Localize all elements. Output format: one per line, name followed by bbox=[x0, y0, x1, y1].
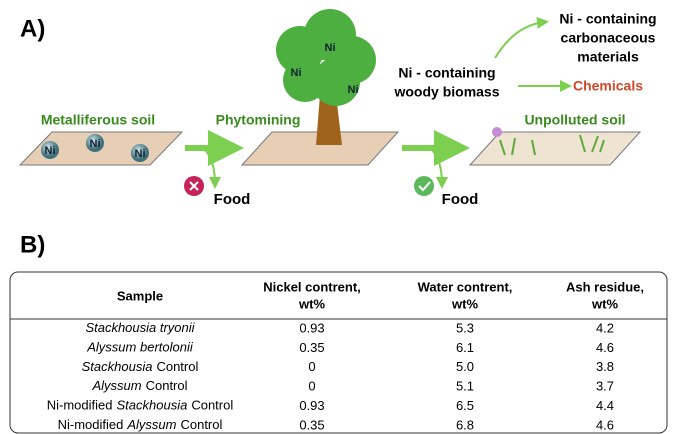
soil bbox=[470, 132, 640, 165]
crown bbox=[276, 9, 376, 106]
table-cell: Stackhousia tryonii bbox=[85, 320, 195, 335]
ni-label: Ni bbox=[291, 67, 302, 79]
sample-part: Control bbox=[180, 417, 222, 432]
table-cell: 0.93 bbox=[299, 398, 324, 413]
table-cell: 6.5 bbox=[456, 398, 474, 413]
sample-part: Control bbox=[146, 379, 188, 394]
table-header: wt% bbox=[298, 296, 325, 311]
biomass-label: Ni - containing bbox=[398, 65, 495, 81]
table-header: Nickel contrent, bbox=[263, 279, 361, 294]
table-cell: 6.8 bbox=[456, 417, 474, 432]
sample-part: Alyssum bertolonii bbox=[86, 340, 194, 355]
food-label: Food bbox=[442, 191, 479, 208]
sample-part: Control bbox=[191, 398, 233, 413]
sample-part: Alyssum bbox=[126, 417, 176, 432]
table-cell: 4.6 bbox=[596, 417, 614, 432]
table-cell: 0 bbox=[308, 379, 315, 394]
sample-part: Stackhousia tryonii bbox=[85, 320, 195, 335]
table-cell: 4.6 bbox=[596, 340, 614, 355]
butterfly bbox=[492, 127, 502, 137]
sample-part: Alyssum bbox=[91, 379, 141, 394]
table-cell: 4.2 bbox=[596, 320, 614, 335]
table-header: Sample bbox=[117, 288, 163, 303]
ni-label: Ni bbox=[90, 138, 101, 150]
table-cell: Alyssum bertolonii bbox=[86, 340, 194, 355]
arrow bbox=[495, 22, 545, 58]
process-label: Phytomining bbox=[216, 112, 301, 128]
figure: A) B) Metalliferous soil Ni Ni Ni Phytomining N… bbox=[0, 0, 677, 434]
ni-label: Ni bbox=[325, 42, 336, 54]
table-header: Ash residue, bbox=[566, 279, 644, 294]
ni-label: Ni bbox=[45, 145, 56, 157]
sample-part: Stackhousia bbox=[117, 398, 188, 413]
table-header: wt% bbox=[451, 296, 478, 311]
sample-part: Ni-modified bbox=[47, 398, 113, 413]
table-cell: 5.1 bbox=[456, 379, 474, 394]
food-label: Food bbox=[214, 191, 251, 208]
product-label: materials bbox=[577, 49, 639, 65]
table-cell: 0.35 bbox=[299, 417, 324, 432]
product-label: Chemicals bbox=[573, 78, 643, 94]
product-label: Ni - containing bbox=[559, 11, 656, 27]
biomass-label: woody biomass bbox=[393, 84, 499, 100]
arrow bbox=[432, 150, 442, 185]
ni-label: Ni bbox=[135, 148, 146, 160]
table-cell: 4.4 bbox=[596, 398, 614, 413]
table-cell: 0.35 bbox=[299, 340, 324, 355]
table-cell: 0 bbox=[308, 359, 315, 374]
panel-label: B) bbox=[20, 231, 45, 258]
table-cell: 5.0 bbox=[456, 359, 474, 374]
table-cell: 3.7 bbox=[596, 379, 614, 394]
sample-part: Control bbox=[156, 359, 198, 374]
soil-label: Unpolluted soil bbox=[524, 112, 625, 128]
page: A) B) Metalliferous soil Ni Ni Ni Phytomining N… bbox=[0, 0, 677, 434]
arrow bbox=[205, 150, 215, 185]
table-cell: 5.3 bbox=[456, 320, 474, 335]
sample-part: Stackhousia bbox=[82, 359, 153, 374]
table-cell: 0.93 bbox=[299, 320, 324, 335]
soil-label: Metalliferous soil bbox=[41, 112, 155, 128]
table-cell: Alyssum Control bbox=[91, 379, 187, 394]
ok-icon bbox=[414, 176, 434, 196]
ni-label: Ni bbox=[348, 84, 359, 96]
product-label: carbonaceous bbox=[561, 30, 656, 46]
table-header: wt% bbox=[591, 296, 618, 311]
sample-part: Ni-modified bbox=[58, 417, 124, 432]
table-cell: 6.1 bbox=[456, 340, 474, 355]
table-cell: 3.8 bbox=[596, 359, 614, 374]
table-header: Water contrent, bbox=[418, 279, 513, 294]
panel-label: A) bbox=[20, 15, 45, 42]
